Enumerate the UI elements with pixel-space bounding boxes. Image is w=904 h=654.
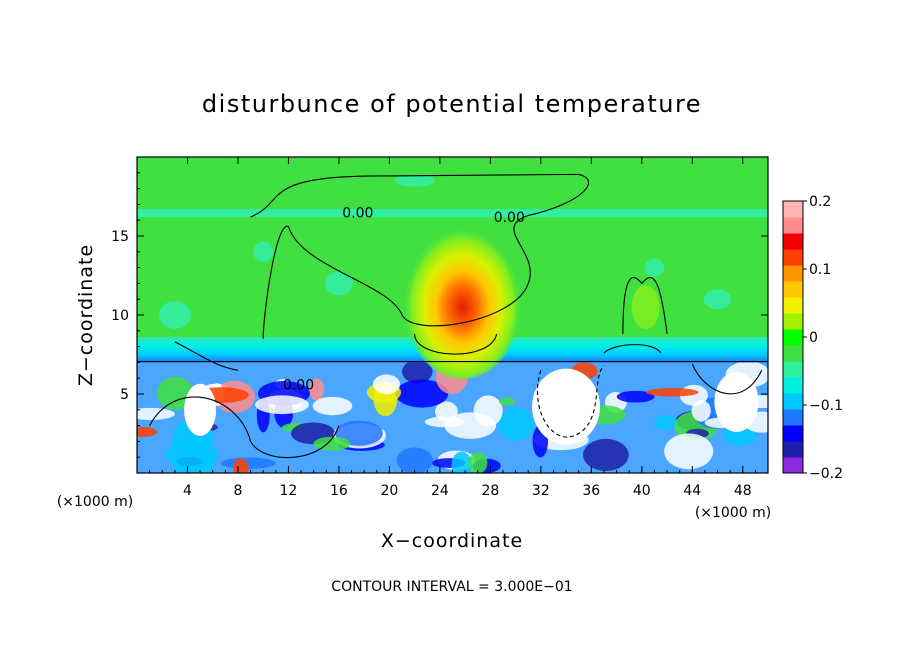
chart-title: disturbunce of potential temperature: [202, 90, 702, 118]
contour-lines: [137, 173, 768, 459]
colorbar-swatch: [783, 249, 803, 266]
colorbar-swatch: [783, 345, 803, 362]
turbulence-blob: [582, 438, 629, 471]
weak-cool-patch: [158, 301, 191, 329]
colorbar-swatch: [783, 297, 803, 314]
x-tick-label: 4: [183, 483, 192, 499]
turbulence-blob: [308, 378, 325, 401]
colorbar-swatch: [783, 281, 803, 298]
contour-label: 0.00: [283, 378, 314, 394]
weak-cool-patch: [394, 174, 435, 187]
turbulence-blob: [137, 426, 158, 438]
contour-line: [174, 341, 239, 371]
x-tick-label: 16: [330, 483, 348, 499]
x-tick-label: 32: [532, 483, 550, 499]
contour-labels: 0.00 0.00 0.00: [283, 205, 525, 393]
colorbar-swatch: [783, 329, 803, 346]
x-tick-label: 48: [734, 483, 752, 499]
colorbar-swatch: [783, 217, 803, 234]
turbulence-blob: [468, 452, 488, 473]
weak-cool-patch: [703, 289, 732, 310]
x-tick-label: 12: [280, 483, 298, 499]
turbulence-blob: [137, 407, 175, 420]
colorbar-tick-label: −0.2: [809, 466, 843, 482]
contour-line: [603, 344, 662, 354]
turbulence-blob: [232, 458, 249, 473]
warm-plume: [631, 285, 660, 330]
cold-anomaly-region: [714, 371, 759, 432]
colorbar-swatch: [783, 441, 803, 458]
turbulence-blob: [654, 415, 678, 430]
contour-line: [262, 214, 531, 339]
contour-label: 0.00: [494, 210, 525, 226]
colorbar-swatch: [783, 361, 803, 378]
x-tick-label: 20: [380, 483, 398, 499]
turbulence-blob: [335, 420, 383, 446]
contour-line: [414, 333, 498, 355]
contour-line: [149, 396, 340, 459]
contour-line: [622, 277, 668, 335]
colorbar-swatch: [783, 201, 803, 218]
x-tick-label: 36: [582, 483, 600, 499]
colorbar: 0.2 0.1 0 −0.1 −0.2: [782, 194, 843, 482]
y-axis-label: Z−coordinate: [75, 244, 97, 386]
y-tick-label: 15: [111, 229, 129, 245]
weak-cool-patch: [324, 271, 353, 296]
x-tick-label: 24: [431, 483, 449, 499]
turbulence-blob: [497, 407, 534, 441]
colorbar-swatch: [783, 233, 803, 250]
contour-label: 0.00: [342, 205, 373, 221]
x-tick-label: 28: [481, 483, 499, 499]
x-unit-right: (×1000 m): [695, 505, 771, 521]
turbulence-blob: [616, 390, 655, 403]
turbulence-blob: [691, 399, 711, 422]
contour-line: [691, 363, 763, 395]
upper-band: [137, 209, 768, 218]
colorbar-tick-label: −0.1: [809, 398, 843, 414]
contour-line: [250, 173, 590, 218]
colorbar-swatch: [783, 393, 803, 410]
x-axis-label: X−coordinate: [381, 530, 523, 552]
turbulence-blob: [396, 447, 434, 473]
y-tick-label: 5: [120, 387, 129, 403]
turbulence-blob: [424, 416, 465, 428]
colorbar-swatch: [783, 425, 803, 442]
colorbar-swatch: [783, 457, 803, 474]
turbulence-blob: [451, 451, 472, 473]
turbulence-blob: [372, 374, 401, 395]
cold-anomaly-region: [532, 368, 601, 445]
cold-anomaly-region: [184, 383, 217, 436]
x-tick-label: 44: [683, 483, 701, 499]
y-tick-label: 10: [111, 308, 129, 324]
turbulence-blob: [473, 395, 503, 427]
colorbar-swatch: [783, 409, 803, 426]
colorbar-tick-label: 0.1: [809, 262, 831, 278]
x-tick-label: 40: [633, 483, 651, 499]
colorbar-tick-label: 0: [809, 330, 818, 346]
turbulence-blob: [664, 433, 714, 470]
colorbar-swatch: [783, 265, 803, 282]
x-tick-label: 8: [233, 483, 242, 499]
weak-cool-patch: [253, 241, 274, 262]
turbulence-blob: [312, 396, 353, 416]
turbulence-blob: [157, 376, 194, 410]
turbulence-blob: [646, 388, 699, 397]
x-unit-left: (×1000 m): [57, 494, 133, 510]
colorbar-swatch: [783, 377, 803, 394]
weak-cool-patch: [644, 258, 665, 277]
turbulence-blob: [395, 379, 449, 408]
turbulence-blob: [255, 395, 309, 415]
turbulence-blob: [498, 397, 516, 406]
contour-line: [536, 365, 605, 438]
field-shading: [137, 174, 768, 473]
warm-anomaly: [402, 219, 523, 380]
contour-interval-note: CONTOUR INTERVAL = 3.000E−01: [331, 579, 572, 595]
plot-area: [137, 157, 768, 473]
colorbar-swatch: [783, 313, 803, 330]
colorbar-tick-label: 0.2: [809, 194, 831, 210]
turbulence-blob: [402, 359, 433, 384]
